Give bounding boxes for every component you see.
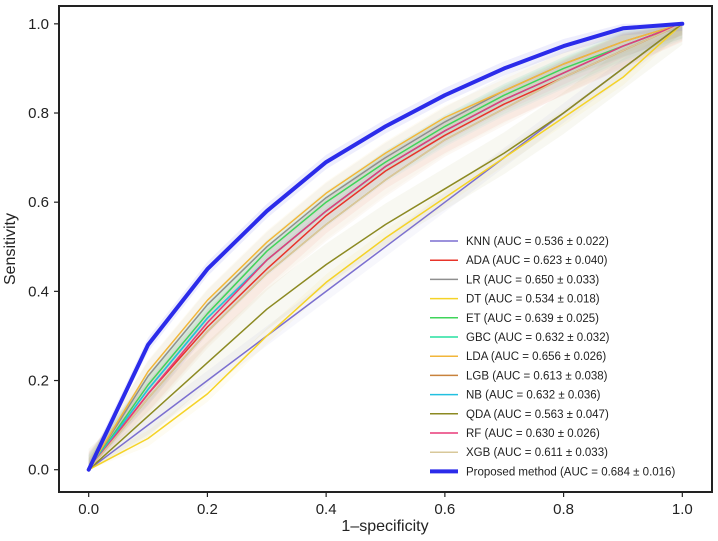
legend: KNN (AUC = 0.536 ± 0.022) ADA (AUC = 0.62…: [430, 236, 675, 478]
x-tick-label-4: 0.8: [553, 501, 574, 518]
y-tick-label-3: 0.6: [28, 194, 49, 211]
y-tick-label-5: 1.0: [28, 16, 49, 33]
x-tick-label-3: 0.6: [434, 501, 455, 518]
legend-label-ada: ADA (AUC = 0.623 ± 0.040): [466, 255, 608, 267]
line-rf: [87, 23, 684, 471]
legend-label-proposed-method: Proposed method (AUC = 0.684 ± 0.016): [466, 466, 675, 478]
y-tick-label-0: 0.0: [28, 462, 49, 479]
legend-label-dt: DT (AUC = 0.534 ± 0.018): [466, 294, 600, 306]
line-dt: [87, 23, 684, 471]
y-tick-label-4: 0.8: [28, 105, 49, 122]
legend-label-lgb: LGB (AUC = 0.613 ± 0.038): [466, 370, 608, 382]
line-lda: [87, 23, 684, 471]
legend-label-lda: LDA (AUC = 0.656 ± 0.026): [466, 351, 606, 363]
legend-label-xgb: XGB (AUC = 0.611 ± 0.033): [466, 447, 608, 459]
legend-label-knn: KNN (AUC = 0.536 ± 0.022): [466, 236, 609, 248]
legend-label-rf: RF (AUC = 0.630 ± 0.026): [466, 428, 600, 440]
x-tick-label-1: 0.2: [197, 501, 218, 518]
y-tick-label-1: 0.2: [28, 373, 49, 390]
legend-label-qda: QDA (AUC = 0.563 ± 0.047): [466, 409, 609, 421]
y-axis-ticks: 0.0 0.2 0.4 0.6 0.8 1.0: [28, 16, 59, 479]
x-tick-label-5: 1.0: [672, 501, 693, 518]
y-axis-label: Sensitivity: [2, 213, 19, 285]
line-xgb: [87, 23, 684, 471]
roc-curves: [86, 21, 685, 472]
legend-label-gbc: GBC (AUC = 0.632 ± 0.032): [466, 332, 610, 344]
x-tick-label-2: 0.4: [316, 501, 337, 518]
y-tick-label-2: 0.4: [28, 283, 49, 300]
x-tick-label-0: 0.0: [78, 501, 99, 518]
line-qda: [87, 23, 684, 471]
x-axis-ticks: 0.0 0.2 0.4 0.6 0.8 1.0: [78, 492, 693, 518]
x-axis-label: 1–specificity: [341, 518, 428, 535]
legend-label-et: ET (AUC = 0.639 ± 0.025): [466, 313, 599, 325]
line-et: [87, 23, 684, 471]
legend-label-nb: NB (AUC = 0.632 ± 0.036): [466, 390, 601, 402]
legend-label-lr: LR (AUC = 0.650 ± 0.033): [466, 274, 599, 286]
line-proposed-method: [86, 21, 685, 472]
plot-frame: [58, 5, 713, 493]
